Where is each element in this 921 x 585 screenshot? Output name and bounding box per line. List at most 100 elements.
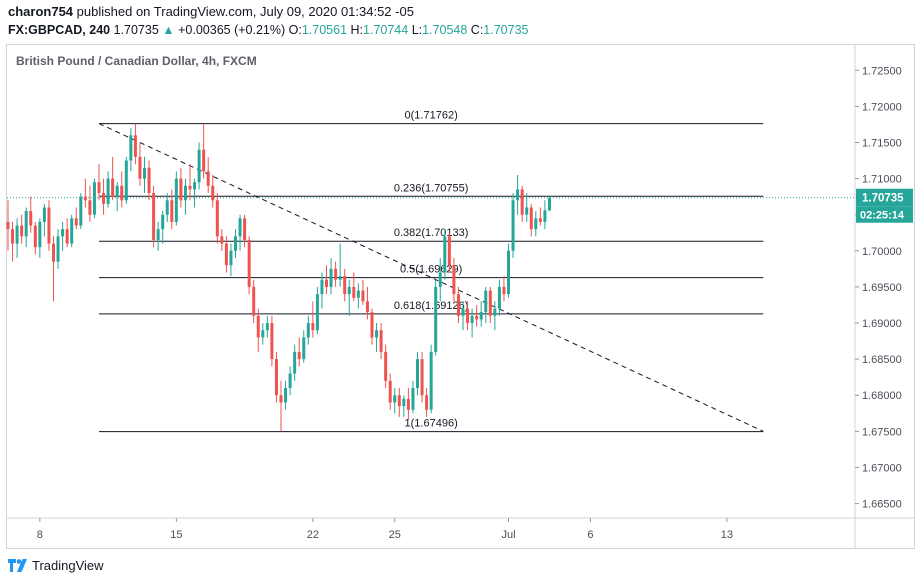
candle-body xyxy=(83,196,87,201)
candle-body xyxy=(447,236,451,266)
candle-body xyxy=(538,218,542,222)
candle-body xyxy=(102,193,106,204)
candle-body xyxy=(170,200,174,222)
chart-frame[interactable] xyxy=(6,44,915,549)
candle-body xyxy=(347,286,351,295)
y-tick-label: 1.67000 xyxy=(862,462,902,474)
candle-body xyxy=(161,214,165,230)
candle-body xyxy=(65,229,69,244)
tradingview-logo-icon xyxy=(8,559,27,572)
chart-title: British Pound / Canadian Dollar, 4h, FXC… xyxy=(16,54,257,68)
candle-body xyxy=(229,250,233,266)
candle-body xyxy=(520,189,524,215)
candle-body xyxy=(243,218,247,240)
countdown-badge xyxy=(856,206,913,223)
candle-body xyxy=(56,236,60,262)
candle-body xyxy=(479,312,483,320)
candle-body xyxy=(302,337,306,360)
candle-body xyxy=(402,398,406,407)
candle-body xyxy=(416,359,419,389)
candle-body xyxy=(129,135,133,161)
candle-body xyxy=(311,323,315,331)
y-tick-label: 1.68500 xyxy=(862,354,902,366)
fib-level-label: 0.618(1.69126) xyxy=(394,300,469,312)
candle-body xyxy=(42,207,46,222)
candle-body xyxy=(92,182,96,215)
candle-body xyxy=(425,395,429,410)
candle-body xyxy=(234,236,237,251)
candle-body xyxy=(529,207,533,230)
candle-body xyxy=(325,279,328,287)
candle-body xyxy=(475,315,479,320)
high-label: H: xyxy=(350,23,364,37)
x-tick-label: Jul xyxy=(501,529,515,541)
candle-body xyxy=(334,268,338,280)
y-tick-label: 1.71500 xyxy=(862,137,902,149)
price-badge-label: 1.70735 xyxy=(862,193,904,205)
candle-body xyxy=(315,294,319,331)
candle-body xyxy=(111,178,115,197)
candle-body xyxy=(543,210,547,222)
candle-body xyxy=(174,178,178,222)
candle-body xyxy=(297,351,301,360)
candle-body xyxy=(11,229,15,244)
close-value: 1.70735 xyxy=(483,23,529,37)
candle-body xyxy=(293,351,297,374)
ticker-line: FX:GBPCAD, 240 1.70735 ▲ +0.00365 (+0.21… xyxy=(8,23,528,37)
candle-body xyxy=(247,239,251,287)
high-value: 1.70744 xyxy=(363,23,409,37)
fib-level-label: 1(1.67496) xyxy=(405,418,458,430)
candle-body xyxy=(379,330,383,352)
x-tick-label: 25 xyxy=(389,529,401,541)
candle-body xyxy=(120,185,124,201)
candle-body xyxy=(547,197,551,211)
candle-body xyxy=(356,290,360,298)
candle-body xyxy=(507,250,510,295)
candle-body xyxy=(534,218,538,230)
candle-body xyxy=(370,312,374,338)
candle-body xyxy=(493,308,497,316)
candle-body xyxy=(224,243,228,266)
candle-body xyxy=(133,135,137,157)
candle-body xyxy=(115,185,119,197)
candle-body xyxy=(406,398,410,410)
candle-body xyxy=(138,156,142,179)
candle-body xyxy=(338,276,342,280)
candle-body xyxy=(252,286,256,316)
y-tick-label: 1.70000 xyxy=(862,246,902,258)
candle-body xyxy=(466,308,470,324)
candle-body xyxy=(24,211,28,237)
candle-body xyxy=(193,182,197,190)
candle-body xyxy=(488,290,492,316)
candle-body xyxy=(470,315,474,324)
candle-body xyxy=(79,196,83,226)
candle-body xyxy=(156,229,160,240)
y-tick-label: 1.72500 xyxy=(862,65,902,77)
low-value: 1.70548 xyxy=(422,23,468,37)
candle-body xyxy=(265,323,269,331)
countdown-label: 02:25:14 xyxy=(860,210,905,222)
candle-body xyxy=(329,268,333,287)
candle-body xyxy=(106,178,110,204)
publish-info: charon754 published on TradingView.com, … xyxy=(8,4,414,19)
candle-body xyxy=(256,315,260,338)
up-arrow-icon: ▲ xyxy=(162,23,175,37)
x-tick-label: 6 xyxy=(587,529,593,541)
candle-body xyxy=(261,330,265,338)
candle-body xyxy=(320,279,324,295)
candle-body xyxy=(452,265,456,295)
publisher-name: charon754 xyxy=(8,4,74,19)
fib-level-label: 0.382(1.70133) xyxy=(394,227,469,239)
candle-body xyxy=(502,286,506,295)
candle-body xyxy=(220,236,224,244)
candle-body xyxy=(279,395,283,403)
candle-body xyxy=(29,211,33,226)
candle-body xyxy=(211,185,215,201)
price-badge xyxy=(856,188,913,207)
y-tick-label: 1.66500 xyxy=(862,499,902,511)
fib-level-label: 0(1.71762) xyxy=(405,110,458,122)
candle-body xyxy=(188,185,192,190)
candle-body xyxy=(38,221,42,248)
candle-body xyxy=(6,221,10,230)
